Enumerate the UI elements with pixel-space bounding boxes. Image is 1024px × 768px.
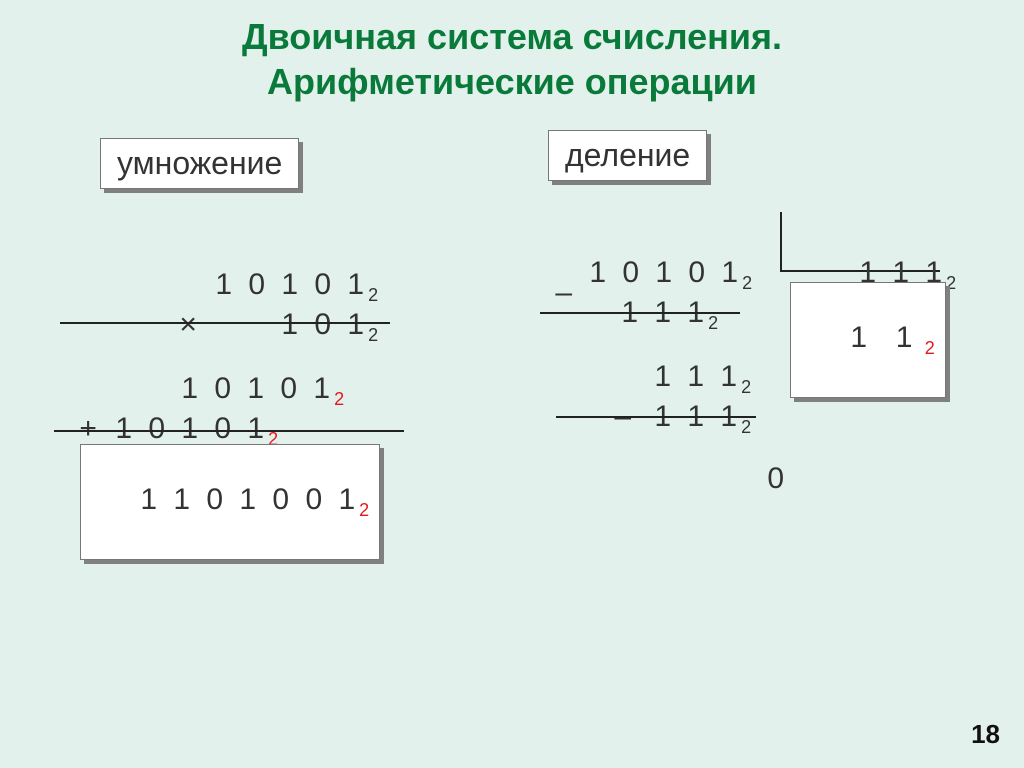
div-divisor-base: 2: [946, 273, 956, 293]
label-mult-wrap: умножение: [100, 138, 299, 189]
title-line-2: Арифметические операции: [0, 59, 1024, 104]
label-mult: умножение: [100, 138, 299, 189]
mult-times: ×: [179, 308, 201, 341]
label-div: деление: [548, 130, 707, 181]
mult-rule-1: [60, 322, 390, 324]
label-div-wrap: деление: [548, 130, 707, 181]
div-bracket-vertical: [780, 212, 782, 272]
div-rule-1: [540, 312, 740, 314]
mult-partial2-digits: 1 0 1 0 1: [115, 412, 268, 445]
mult-partial1-base: 2: [334, 389, 344, 409]
mult-result-digits: 1 1 0 1 0 0 1: [140, 483, 359, 516]
slide-root: Двоичная система счисления. Арифметическ…: [0, 0, 1024, 768]
div-step1-minus: –: [506, 242, 576, 344]
title-line-1: Двоичная система счисления.: [0, 14, 1024, 59]
div-quotient-base: 2: [925, 338, 935, 358]
div-final-zero: 0: [718, 428, 788, 530]
div-dividend-base: 2: [742, 273, 752, 293]
mult-op2-base: 2: [368, 325, 378, 345]
mult-result-base: 2: [359, 500, 369, 520]
div-quotient-digits: 1 1: [850, 321, 916, 354]
page-number: 18: [971, 719, 1000, 750]
mult-result-box: 1 1 0 1 0 0 12: [80, 444, 380, 560]
mult-rule-2: [54, 430, 404, 432]
div-quotient-box: 1 1 2: [790, 282, 946, 398]
slide-title: Двоичная система счисления. Арифметическ…: [0, 0, 1024, 104]
div-rule-2: [556, 416, 756, 418]
div-final-zero-digit: 0: [767, 462, 788, 495]
mult-op2-digits: 1 0 1: [281, 308, 368, 341]
